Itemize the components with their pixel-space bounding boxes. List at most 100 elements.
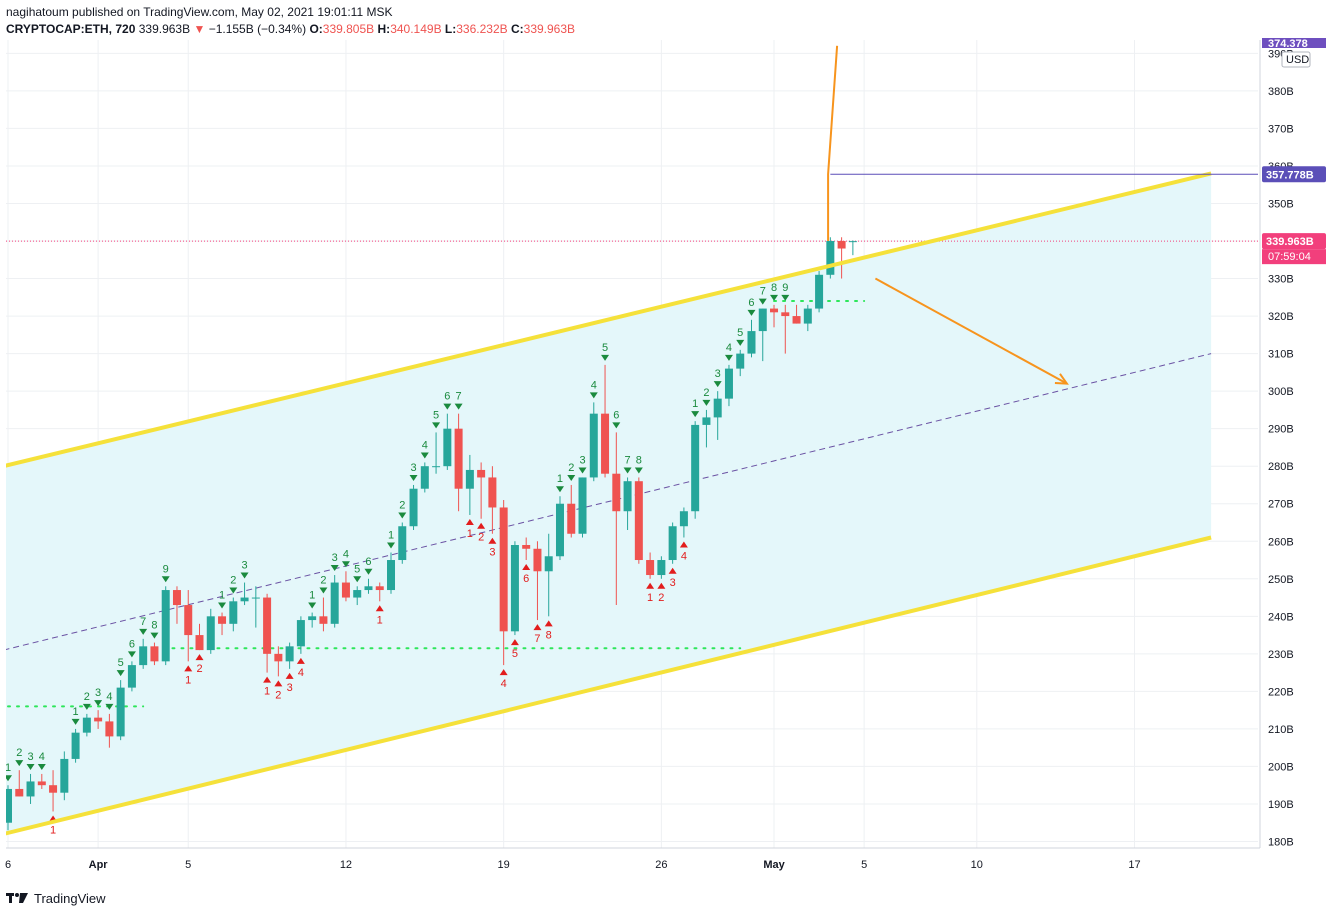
- candle[interactable]: [330, 575, 339, 628]
- candle[interactable]: [398, 522, 407, 564]
- candle-body: [432, 466, 441, 468]
- projection-arrow-up: [827, 45, 839, 242]
- candle[interactable]: [454, 413, 463, 512]
- candle[interactable]: [353, 586, 362, 606]
- candle[interactable]: [37, 773, 46, 789]
- candle[interactable]: [826, 237, 835, 279]
- candle[interactable]: [240, 582, 249, 606]
- candle[interactable]: [443, 413, 452, 470]
- candle[interactable]: [15, 770, 24, 797]
- candle[interactable]: [510, 541, 519, 636]
- candle[interactable]: [691, 421, 700, 519]
- td-sell-marker: [409, 474, 418, 481]
- candle[interactable]: [679, 507, 688, 538]
- candle[interactable]: [139, 638, 148, 669]
- time-tick-label: May: [763, 859, 785, 871]
- price-tick-label: 290B: [1268, 424, 1294, 436]
- candle[interactable]: [116, 680, 125, 741]
- candle[interactable]: [60, 751, 69, 801]
- candle[interactable]: [544, 533, 553, 617]
- td-buy-marker: [499, 669, 508, 676]
- candle[interactable]: [4, 785, 12, 831]
- td-sell-marker: [713, 381, 722, 388]
- candle[interactable]: [623, 477, 632, 530]
- candle[interactable]: [499, 499, 508, 666]
- candle[interactable]: [420, 462, 429, 493]
- candle[interactable]: [781, 304, 790, 354]
- time-axis[interactable]: 6 Apr 5 12 19 26 May 5 10 17: [5, 859, 1141, 871]
- candle[interactable]: [488, 466, 497, 534]
- candle[interactable]: [555, 496, 564, 561]
- candle-body: [341, 582, 350, 598]
- candle[interactable]: [657, 556, 666, 579]
- candle[interactable]: [612, 432, 621, 606]
- candle[interactable]: [71, 728, 80, 763]
- td-buy-count: 1: [377, 614, 383, 626]
- price-axis[interactable]: 180B 190B 200B 210B 220B 230B 240B 250B 260B 270B…: [1262, 38, 1326, 848]
- candle[interactable]: [792, 304, 801, 324]
- candle[interactable]: [815, 271, 824, 313]
- candle[interactable]: [522, 537, 531, 561]
- candle[interactable]: [263, 593, 272, 673]
- candle[interactable]: [578, 477, 587, 538]
- td-sell-count: 5: [602, 342, 608, 354]
- candle[interactable]: [218, 612, 227, 636]
- candle[interactable]: [409, 484, 418, 530]
- candle[interactable]: [127, 661, 136, 692]
- candle[interactable]: [477, 462, 486, 519]
- candle[interactable]: [184, 590, 193, 662]
- candle[interactable]: [589, 402, 598, 482]
- candle-body: [747, 331, 756, 354]
- candle[interactable]: [465, 454, 474, 515]
- candle[interactable]: [747, 319, 756, 358]
- candle[interactable]: [251, 586, 260, 628]
- candle[interactable]: [713, 391, 722, 440]
- td-sell-marker: [71, 718, 80, 725]
- candle[interactable]: [94, 710, 103, 729]
- td-sell-marker: [623, 467, 632, 474]
- candle[interactable]: [274, 646, 283, 677]
- candle[interactable]: [105, 713, 114, 748]
- td-sell-marker: [161, 576, 170, 583]
- candle[interactable]: [770, 304, 779, 328]
- candle[interactable]: [387, 552, 396, 594]
- candle[interactable]: [308, 612, 317, 628]
- candle-body: [646, 560, 655, 576]
- candle[interactable]: [161, 586, 170, 666]
- candle[interactable]: [533, 541, 542, 621]
- candle[interactable]: [837, 237, 846, 279]
- candle[interactable]: [736, 349, 745, 377]
- candle[interactable]: [364, 578, 373, 594]
- last-price-badge: 339.963B: [1266, 236, 1314, 248]
- candle-body: [736, 353, 745, 369]
- candle[interactable]: [206, 608, 215, 654]
- candle[interactable]: [567, 484, 576, 538]
- candle[interactable]: [26, 773, 35, 804]
- candle[interactable]: [758, 308, 767, 362]
- candle[interactable]: [601, 364, 610, 478]
- td-buy-count: 5: [512, 648, 518, 660]
- candle[interactable]: [668, 522, 677, 564]
- candle[interactable]: [634, 477, 643, 564]
- candle[interactable]: [229, 597, 238, 632]
- candle[interactable]: [285, 642, 294, 669]
- candle[interactable]: [296, 616, 305, 654]
- candle[interactable]: [803, 304, 812, 332]
- candle[interactable]: [375, 582, 384, 602]
- candle[interactable]: [646, 552, 655, 579]
- candle[interactable]: [195, 623, 204, 651]
- candle[interactable]: [341, 571, 350, 602]
- candle[interactable]: [150, 642, 159, 666]
- candle[interactable]: [702, 409, 711, 448]
- candle[interactable]: [432, 432, 441, 474]
- candle[interactable]: [49, 770, 58, 812]
- td-sell-marker: [420, 452, 429, 459]
- candle[interactable]: [724, 364, 733, 407]
- candle[interactable]: [319, 597, 328, 632]
- tradingview-footer[interactable]: TradingView: [6, 886, 106, 910]
- currency-badge-bg[interactable]: [1281, 51, 1311, 68]
- candle[interactable]: [82, 713, 91, 737]
- candle[interactable]: [172, 586, 181, 624]
- candle[interactable]: [848, 240, 857, 256]
